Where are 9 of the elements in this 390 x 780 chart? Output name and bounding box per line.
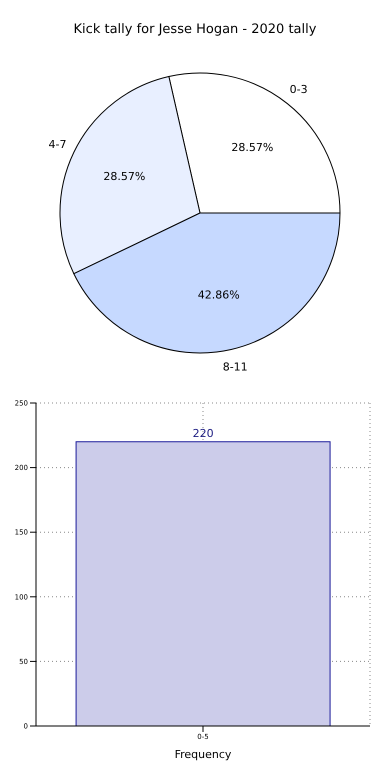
data-label: 28.57% xyxy=(103,170,146,184)
data-label: 42.86% xyxy=(198,288,240,302)
chart-title: Kick tally for Jesse Hogan - 2020 tally xyxy=(72,22,318,37)
slice-label: 4-7 xyxy=(48,138,66,151)
x-axis-title: Frequency xyxy=(174,748,232,761)
slice-label: 8-11 xyxy=(222,360,248,374)
data-label: 28.57% xyxy=(231,140,274,154)
slice-label: 0-3 xyxy=(290,82,308,96)
data-label: 220 xyxy=(192,426,214,440)
